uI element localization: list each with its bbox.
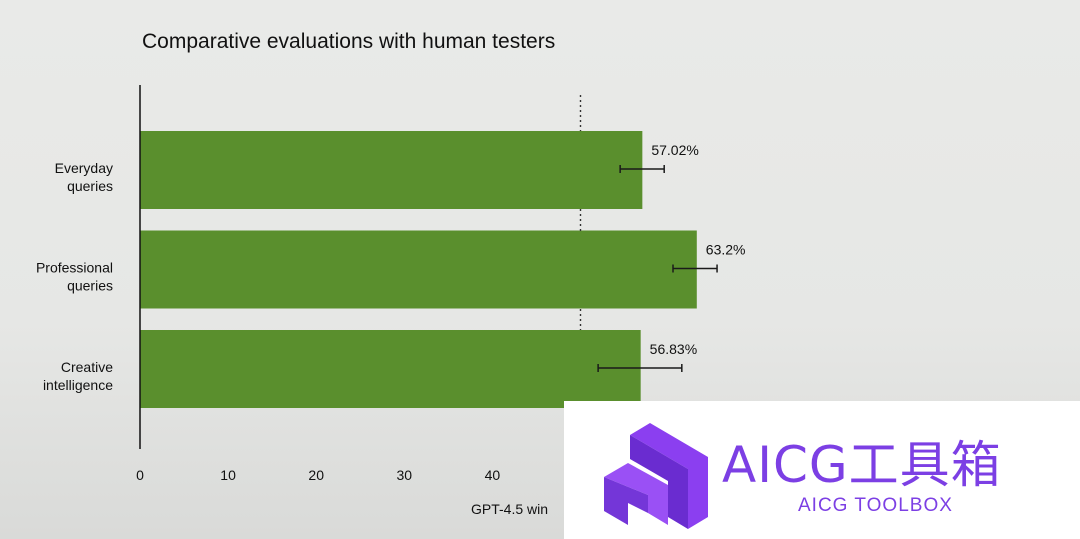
x-tick-label-30: 30 [397, 467, 413, 483]
watermark-subtitle: AICG TOOLBOX [798, 495, 953, 516]
x-tick-label-20: 20 [308, 467, 324, 483]
x-tick-label-0: 0 [136, 467, 144, 483]
x-axis-title: GPT-4.5 win [471, 501, 548, 517]
data-label-3: 56.83% [650, 341, 697, 357]
category-label-1: Everyday queries [55, 160, 113, 194]
x-tick-label-10: 10 [220, 467, 236, 483]
bar-1 [140, 131, 643, 209]
bar-3 [140, 330, 641, 408]
bars-layer [140, 131, 697, 408]
chart-title: Comparative evaluations with human teste… [142, 30, 555, 53]
category-label-3: Creative intelligence [43, 359, 113, 393]
x-tick-label-40: 40 [485, 467, 501, 483]
watermark-title: AICG工具箱 [722, 436, 1002, 494]
bar-2 [140, 230, 697, 309]
category-label-2: Professional queries [36, 260, 113, 294]
data-label-1: 57.02% [651, 142, 698, 158]
data-label-2: 63.2% [706, 242, 746, 258]
axis-layer: 57.02% 63.2% 56.83% Everyday queries Professi… [36, 85, 746, 483]
aicg-logo-icon [604, 423, 708, 529]
watermark-banner: AICG工具箱 AICG TOOLBOX [564, 401, 1080, 539]
